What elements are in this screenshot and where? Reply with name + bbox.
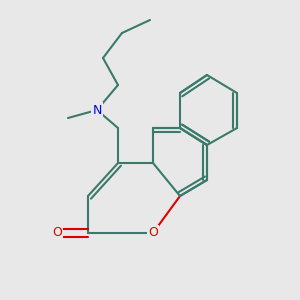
Text: O: O	[148, 226, 158, 239]
Text: N: N	[92, 103, 102, 116]
Text: O: O	[52, 226, 62, 239]
